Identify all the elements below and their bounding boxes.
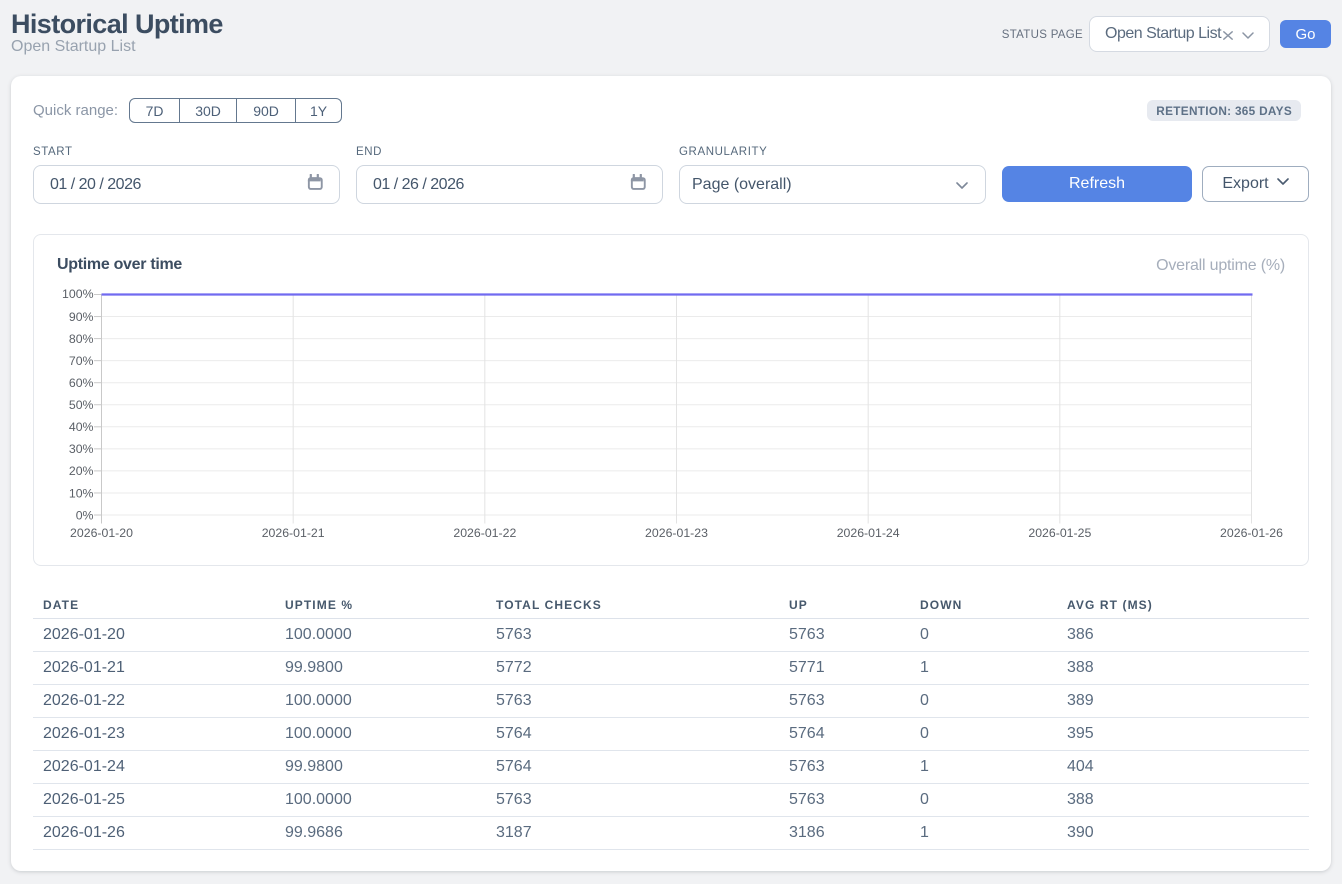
svg-text:80%: 80% <box>69 332 94 346</box>
svg-text:2026-01-20: 2026-01-20 <box>70 526 133 540</box>
svg-text:40%: 40% <box>69 420 94 434</box>
svg-text:60%: 60% <box>69 376 94 390</box>
svg-text:70%: 70% <box>69 354 94 368</box>
svg-text:2026-01-24: 2026-01-24 <box>837 526 900 540</box>
svg-text:90%: 90% <box>69 310 94 324</box>
svg-text:50%: 50% <box>69 398 94 412</box>
svg-text:2026-01-22: 2026-01-22 <box>453 526 516 540</box>
svg-text:2026-01-25: 2026-01-25 <box>1028 526 1091 540</box>
svg-text:2026-01-26: 2026-01-26 <box>1220 526 1283 540</box>
svg-text:2026-01-23: 2026-01-23 <box>645 526 708 540</box>
svg-text:20%: 20% <box>69 464 94 478</box>
svg-text:0%: 0% <box>76 508 94 522</box>
svg-text:10%: 10% <box>69 486 94 500</box>
svg-text:30%: 30% <box>69 442 94 456</box>
svg-text:100%: 100% <box>62 287 94 301</box>
svg-text:2026-01-21: 2026-01-21 <box>262 526 325 540</box>
